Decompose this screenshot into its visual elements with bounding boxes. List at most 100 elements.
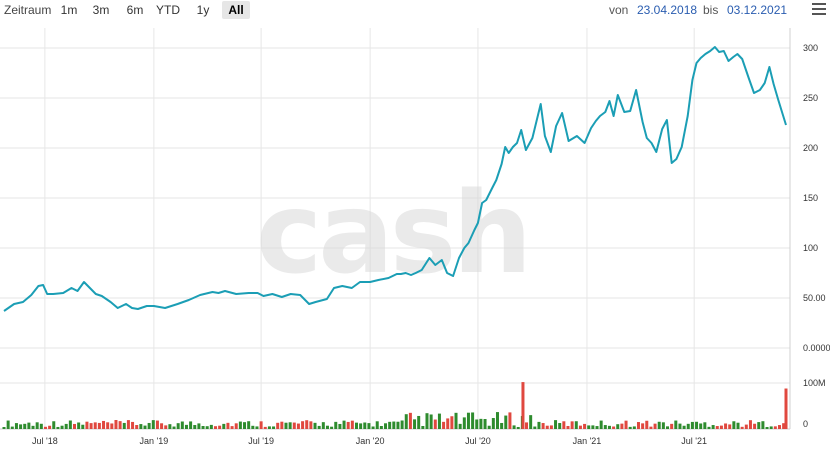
- volume-bar: [583, 423, 587, 429]
- volume-bar: [686, 423, 690, 429]
- volume-bar: [753, 423, 757, 429]
- volume-bar: [587, 425, 591, 429]
- volume-bar: [533, 426, 537, 429]
- volume-bar: [10, 426, 14, 429]
- y-tick-label: 150: [803, 193, 818, 203]
- x-tick-label: Jul '18: [32, 436, 58, 446]
- volume-bar: [690, 421, 694, 429]
- volume-bar: [226, 422, 230, 429]
- volume-bar: [64, 423, 68, 429]
- range-button-6m[interactable]: 6m: [126, 3, 144, 17]
- volume-bar: [442, 421, 446, 429]
- volume-bar: [529, 415, 533, 429]
- x-tick-label: Jan '19: [140, 436, 169, 446]
- volume-bar: [769, 426, 773, 429]
- volume-bar: [234, 423, 238, 429]
- volume-bar: [56, 426, 60, 429]
- volume-bar: [180, 421, 184, 429]
- volume-bar: [27, 422, 31, 429]
- volume-bar: [363, 422, 367, 429]
- volume-bar: [433, 419, 437, 429]
- volume-bar: [2, 427, 6, 429]
- range-button-1m[interactable]: 1m: [60, 3, 78, 17]
- x-tick-label: Jan '20: [356, 436, 385, 446]
- volume-bar: [562, 421, 566, 429]
- volume-bar: [375, 421, 379, 429]
- volume-bar: [466, 412, 470, 429]
- volume-bar: [276, 422, 280, 429]
- volume-bar: [359, 423, 363, 429]
- volume-bar: [421, 425, 425, 429]
- volume-bar: [284, 422, 288, 429]
- volume-bar: [147, 422, 151, 429]
- range-button-3m[interactable]: 3m: [92, 3, 110, 17]
- volume-bar: [736, 422, 740, 429]
- price-line: [3, 46, 787, 312]
- volume-bar: [566, 425, 570, 429]
- volume-bar: [346, 421, 350, 429]
- volume-bar: [599, 420, 603, 429]
- volume-bar: [193, 425, 197, 429]
- volume-bar: [280, 421, 284, 429]
- volume-bar: [525, 422, 529, 429]
- volume-bar: [417, 415, 421, 429]
- volume-bar: [93, 422, 97, 429]
- range-button-1y[interactable]: 1y: [196, 3, 210, 17]
- volume-bar: [243, 422, 247, 429]
- volume-bar: [628, 426, 632, 429]
- volume-tick-label: 0: [803, 419, 808, 429]
- volume-bar: [541, 423, 545, 429]
- volume-bar: [197, 423, 201, 429]
- volume-bar: [68, 420, 72, 429]
- volume-bar: [549, 425, 553, 429]
- volume-bar: [367, 423, 371, 429]
- volume-bar: [379, 426, 383, 429]
- volume-bar: [645, 420, 649, 429]
- volume-bar: [603, 425, 607, 429]
- volume-bar: [184, 424, 188, 429]
- volume-bar: [72, 423, 76, 429]
- volume-bar: [728, 424, 732, 429]
- from-date-input[interactable]: 23.04.2018: [637, 3, 698, 17]
- volume-bar: [437, 413, 441, 429]
- volume-bar: [110, 423, 114, 429]
- x-tick-label: Jul '19: [248, 436, 274, 446]
- volume-bar: [23, 423, 27, 429]
- volume-bar: [773, 426, 777, 429]
- volume-bar: [508, 412, 512, 429]
- volume-spike-bar: [521, 382, 525, 429]
- volume-bar: [607, 425, 611, 429]
- volume-bar: [495, 412, 499, 429]
- volume-bar: [765, 426, 769, 429]
- volume-bar: [81, 424, 85, 429]
- volume-bar: [263, 426, 267, 429]
- volume-bar: [641, 423, 645, 429]
- volume-bar: [143, 425, 147, 429]
- to-date-input[interactable]: 03.12.2021: [727, 3, 788, 17]
- from-label: von: [609, 3, 629, 17]
- volume-bar: [408, 412, 412, 429]
- volume-bar: [301, 421, 305, 429]
- volume-bar: [396, 421, 400, 429]
- volume-bar: [591, 425, 595, 429]
- hamburger-menu-icon[interactable]: [812, 3, 826, 15]
- volume-bars: [2, 382, 788, 429]
- y-tick-label: 200: [803, 143, 818, 153]
- volume-bar: [516, 426, 520, 429]
- volume-bar: [309, 421, 313, 429]
- range-button-ytd[interactable]: YTD: [156, 3, 180, 17]
- volume-bar: [317, 425, 321, 429]
- volume-bar: [661, 422, 665, 429]
- volume-bar: [126, 420, 130, 429]
- volume-bar: [288, 422, 292, 429]
- volume-bar: [267, 426, 271, 429]
- range-button-all[interactable]: All: [222, 1, 250, 19]
- volume-bar: [471, 412, 475, 429]
- volume-bar: [570, 421, 574, 429]
- volume-bar: [724, 423, 728, 429]
- volume-bar: [392, 421, 396, 429]
- volume-bar: [97, 422, 101, 429]
- volume-bar: [475, 419, 479, 429]
- volume-bar: [458, 423, 462, 429]
